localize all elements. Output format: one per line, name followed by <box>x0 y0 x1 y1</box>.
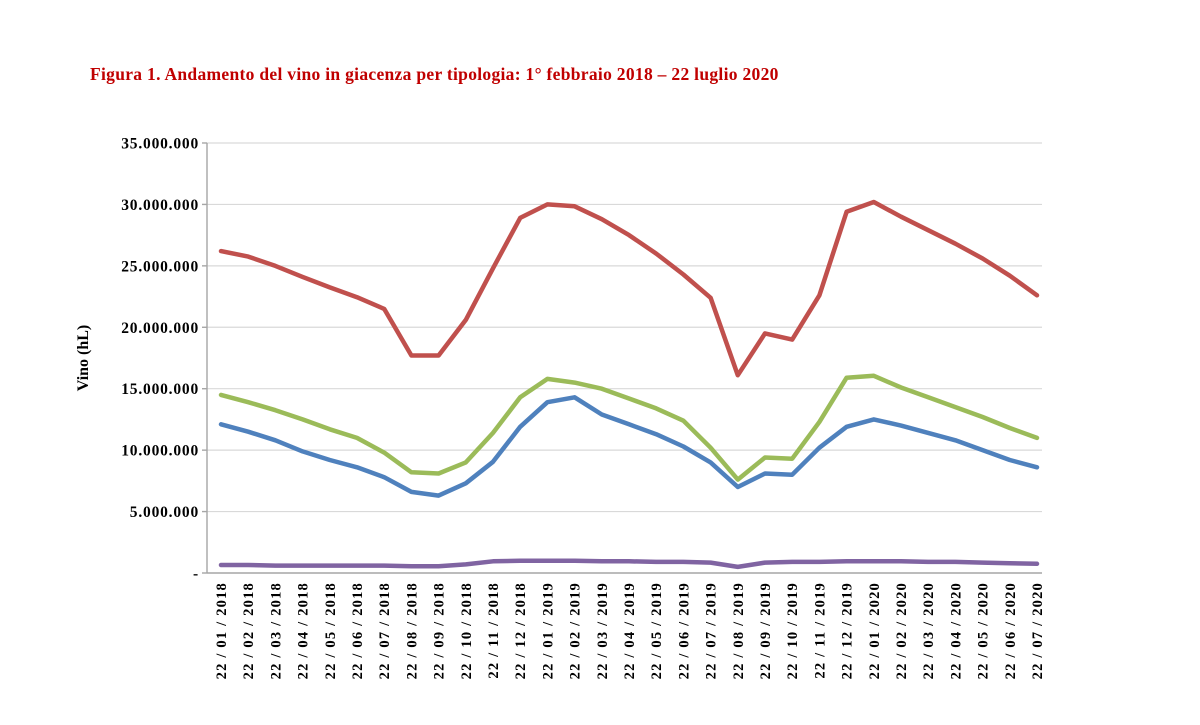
x-tick-labels: 22 / 01 / 2018 22 / 02 / 2018 22 / 03 / 20… <box>214 582 1046 679</box>
x-tick-label: 22 / 09 / 2019 <box>758 582 774 679</box>
y-tick-label: 5.000.000 <box>130 504 199 521</box>
series-lines <box>218 199 1040 570</box>
y-tick-label: 30.000.000 <box>121 197 199 214</box>
x-tick-label: 22 / 06 / 2019 <box>676 582 692 679</box>
x-tick-label: 22 / 03 / 2019 <box>595 582 611 679</box>
red-line <box>218 199 1040 378</box>
x-tick-label: 22 / 02 / 2018 <box>241 582 257 679</box>
x-tick-label: 22 / 05 / 2020 <box>976 582 992 679</box>
x-tick-label: 22 / 10 / 2018 <box>459 582 475 679</box>
x-tick-label: 22 / 02 / 2019 <box>568 582 584 679</box>
x-tick-label: 22 / 01 / 2019 <box>540 582 556 679</box>
y-tick-label: 35.000.000 <box>121 135 199 152</box>
x-tick-label: 22 / 09 / 2018 <box>432 582 448 679</box>
x-tick-label: 22 / 07 / 2018 <box>377 582 393 679</box>
x-tick-label: 22 / 01 / 2018 <box>214 582 230 679</box>
x-tick-label: 22 / 01 / 2020 <box>867 582 883 679</box>
y-tick-label: 20.000.000 <box>121 320 199 337</box>
figure-title: Figura 1. Andamento del vino in giacenza… <box>90 64 779 84</box>
blue-line <box>218 395 1040 498</box>
x-tick-label: 22 / 07 / 2020 <box>1030 582 1046 679</box>
x-tick-label: 22 / 08 / 2018 <box>404 582 420 679</box>
axes <box>202 142 1042 574</box>
x-tick-label: 22 / 05 / 2018 <box>323 582 339 679</box>
x-tick-label: 22 / 05 / 2019 <box>649 582 665 679</box>
purple-line <box>218 558 1040 570</box>
x-tick-label: 22 / 07 / 2019 <box>704 582 720 679</box>
x-tick-label: 22 / 04 / 2019 <box>622 582 638 679</box>
y-axis-title: Vino (hL) <box>75 325 92 392</box>
x-tick-label: 22 / 11 / 2019 <box>812 582 828 679</box>
x-tick-label: 22 / 12 / 2019 <box>840 582 856 679</box>
x-tick-label: 22 / 04 / 2018 <box>296 582 312 679</box>
gridlines <box>207 142 1042 513</box>
x-tick-label: 22 / 12 / 2018 <box>513 582 529 679</box>
y-tick-label: - <box>193 566 199 583</box>
x-tick-label: 22 / 11 / 2018 <box>486 582 502 679</box>
x-tick-label: 22 / 06 / 2018 <box>350 582 366 679</box>
x-tick-label: 22 / 03 / 2020 <box>921 582 937 679</box>
green-line <box>218 373 1040 482</box>
x-tick-label: 22 / 06 / 2020 <box>1003 582 1019 679</box>
x-tick-label: 22 / 08 / 2019 <box>731 582 747 679</box>
x-tick-label: 22 / 04 / 2020 <box>948 582 964 679</box>
y-tick-label: 25.000.000 <box>121 258 199 275</box>
y-tick-label: 15.000.000 <box>121 381 199 398</box>
x-tick-label: 22 / 03 / 2018 <box>268 582 284 679</box>
y-tick-labels: 35.000.000 30.000.000 25.000.000 20.000.000… <box>121 135 199 583</box>
y-tick-label: 10.000.000 <box>121 443 199 460</box>
x-tick-label: 22 / 02 / 2020 <box>894 582 910 679</box>
x-tick-label: 22 / 10 / 2019 <box>785 582 801 679</box>
